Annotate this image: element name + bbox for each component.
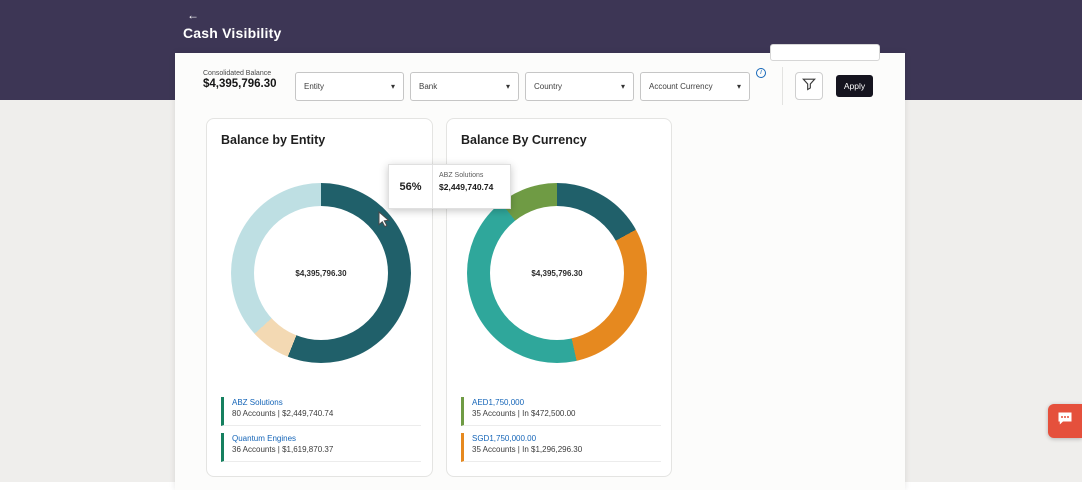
legend-detail: 35 Accounts | In $1,296,296.30	[472, 445, 583, 454]
balance-by-currency-title: Balance By Currency	[461, 133, 587, 147]
legend-detail: 36 Accounts | $1,619,870.37	[232, 445, 334, 454]
tooltip-value: $2,449,740.74	[439, 182, 494, 192]
entity-donut-center-value: $4,395,796.30	[295, 268, 347, 278]
currency-donut-hole: $4,395,796.30	[490, 206, 624, 340]
content-panel: Consolidated Balance $4,395,796.30 Entit…	[175, 44, 905, 490]
entity-donut-hole: $4,395,796.30	[254, 206, 388, 340]
mouse-cursor-icon	[378, 210, 391, 233]
currency-donut-chart[interactable]: $4,395,796.30	[467, 183, 647, 363]
currency-legend: AED1,750,000 35 Accounts | In $472,500.0…	[461, 397, 661, 469]
legend-item: Quantum Engines 36 Accounts | $1,619,870…	[221, 433, 421, 462]
bank-dropdown-label: Bank	[419, 82, 438, 91]
chart-tooltip: 56% ABZ Solutions $2,449,740.74	[388, 164, 511, 209]
legend-detail: 35 Accounts | In $472,500.00	[472, 409, 576, 418]
account-currency-dropdown[interactable]: Account Currency ▾	[640, 72, 750, 101]
page-title: Cash Visibility	[183, 25, 282, 41]
chevron-down-icon: ▾	[390, 82, 395, 91]
legend-link-sgd[interactable]: SGD1,750,000.00	[472, 434, 537, 443]
chat-bubble-icon	[1057, 411, 1073, 431]
legend-item: SGD1,750,000.00 35 Accounts | In $1,296,…	[461, 433, 661, 462]
legend-item: AED1,750,000 35 Accounts | In $472,500.0…	[461, 397, 661, 426]
apply-button[interactable]: Apply	[836, 75, 873, 97]
legend-item: ABZ Solutions 80 Accounts | $2,449,740.7…	[221, 397, 421, 426]
chat-button[interactable]	[1048, 404, 1082, 438]
country-dropdown[interactable]: Country ▾	[525, 72, 634, 101]
balance-by-entity-title: Balance by Entity	[221, 133, 326, 147]
chevron-down-icon: ▾	[736, 82, 741, 91]
chevron-down-icon: ▾	[620, 82, 625, 91]
consolidated-balance-label: Consolidated Balance	[203, 70, 272, 77]
currency-donut-center-value: $4,395,796.30	[531, 268, 583, 278]
back-arrow-icon[interactable]: ←	[187, 8, 199, 22]
legend-detail: 80 Accounts | $2,449,740.74	[232, 409, 334, 418]
entity-legend: ABZ Solutions 80 Accounts | $2,449,740.7…	[221, 397, 421, 469]
funnel-icon	[802, 77, 816, 96]
entity-dropdown[interactable]: Entity ▾	[295, 72, 404, 101]
chevron-down-icon: ▾	[505, 82, 510, 91]
country-dropdown-label: Country	[534, 82, 563, 91]
legend-link-quantum-engines[interactable]: Quantum Engines	[232, 434, 297, 443]
filter-divider	[782, 67, 783, 105]
tooltip-percent: 56%	[389, 165, 433, 208]
info-icon[interactable]: i	[756, 68, 766, 78]
consolidated-balance-value: $4,395,796.30	[203, 78, 277, 90]
search-box-partial[interactable]	[770, 44, 880, 61]
entity-dropdown-label: Entity	[304, 82, 325, 91]
filter-button[interactable]	[795, 72, 823, 100]
bank-dropdown[interactable]: Bank ▾	[410, 72, 519, 101]
balance-by-currency-card: Balance By Currency $4,395,796.30 AED1,7…	[446, 118, 672, 477]
tooltip-series-name: ABZ Solutions	[439, 172, 484, 179]
account-currency-dropdown-label: Account Currency	[649, 82, 713, 91]
legend-link-aed[interactable]: AED1,750,000	[472, 398, 525, 407]
entity-donut-chart[interactable]: $4,395,796.30	[231, 183, 411, 363]
legend-link-abz-solutions[interactable]: ABZ Solutions	[232, 398, 283, 407]
